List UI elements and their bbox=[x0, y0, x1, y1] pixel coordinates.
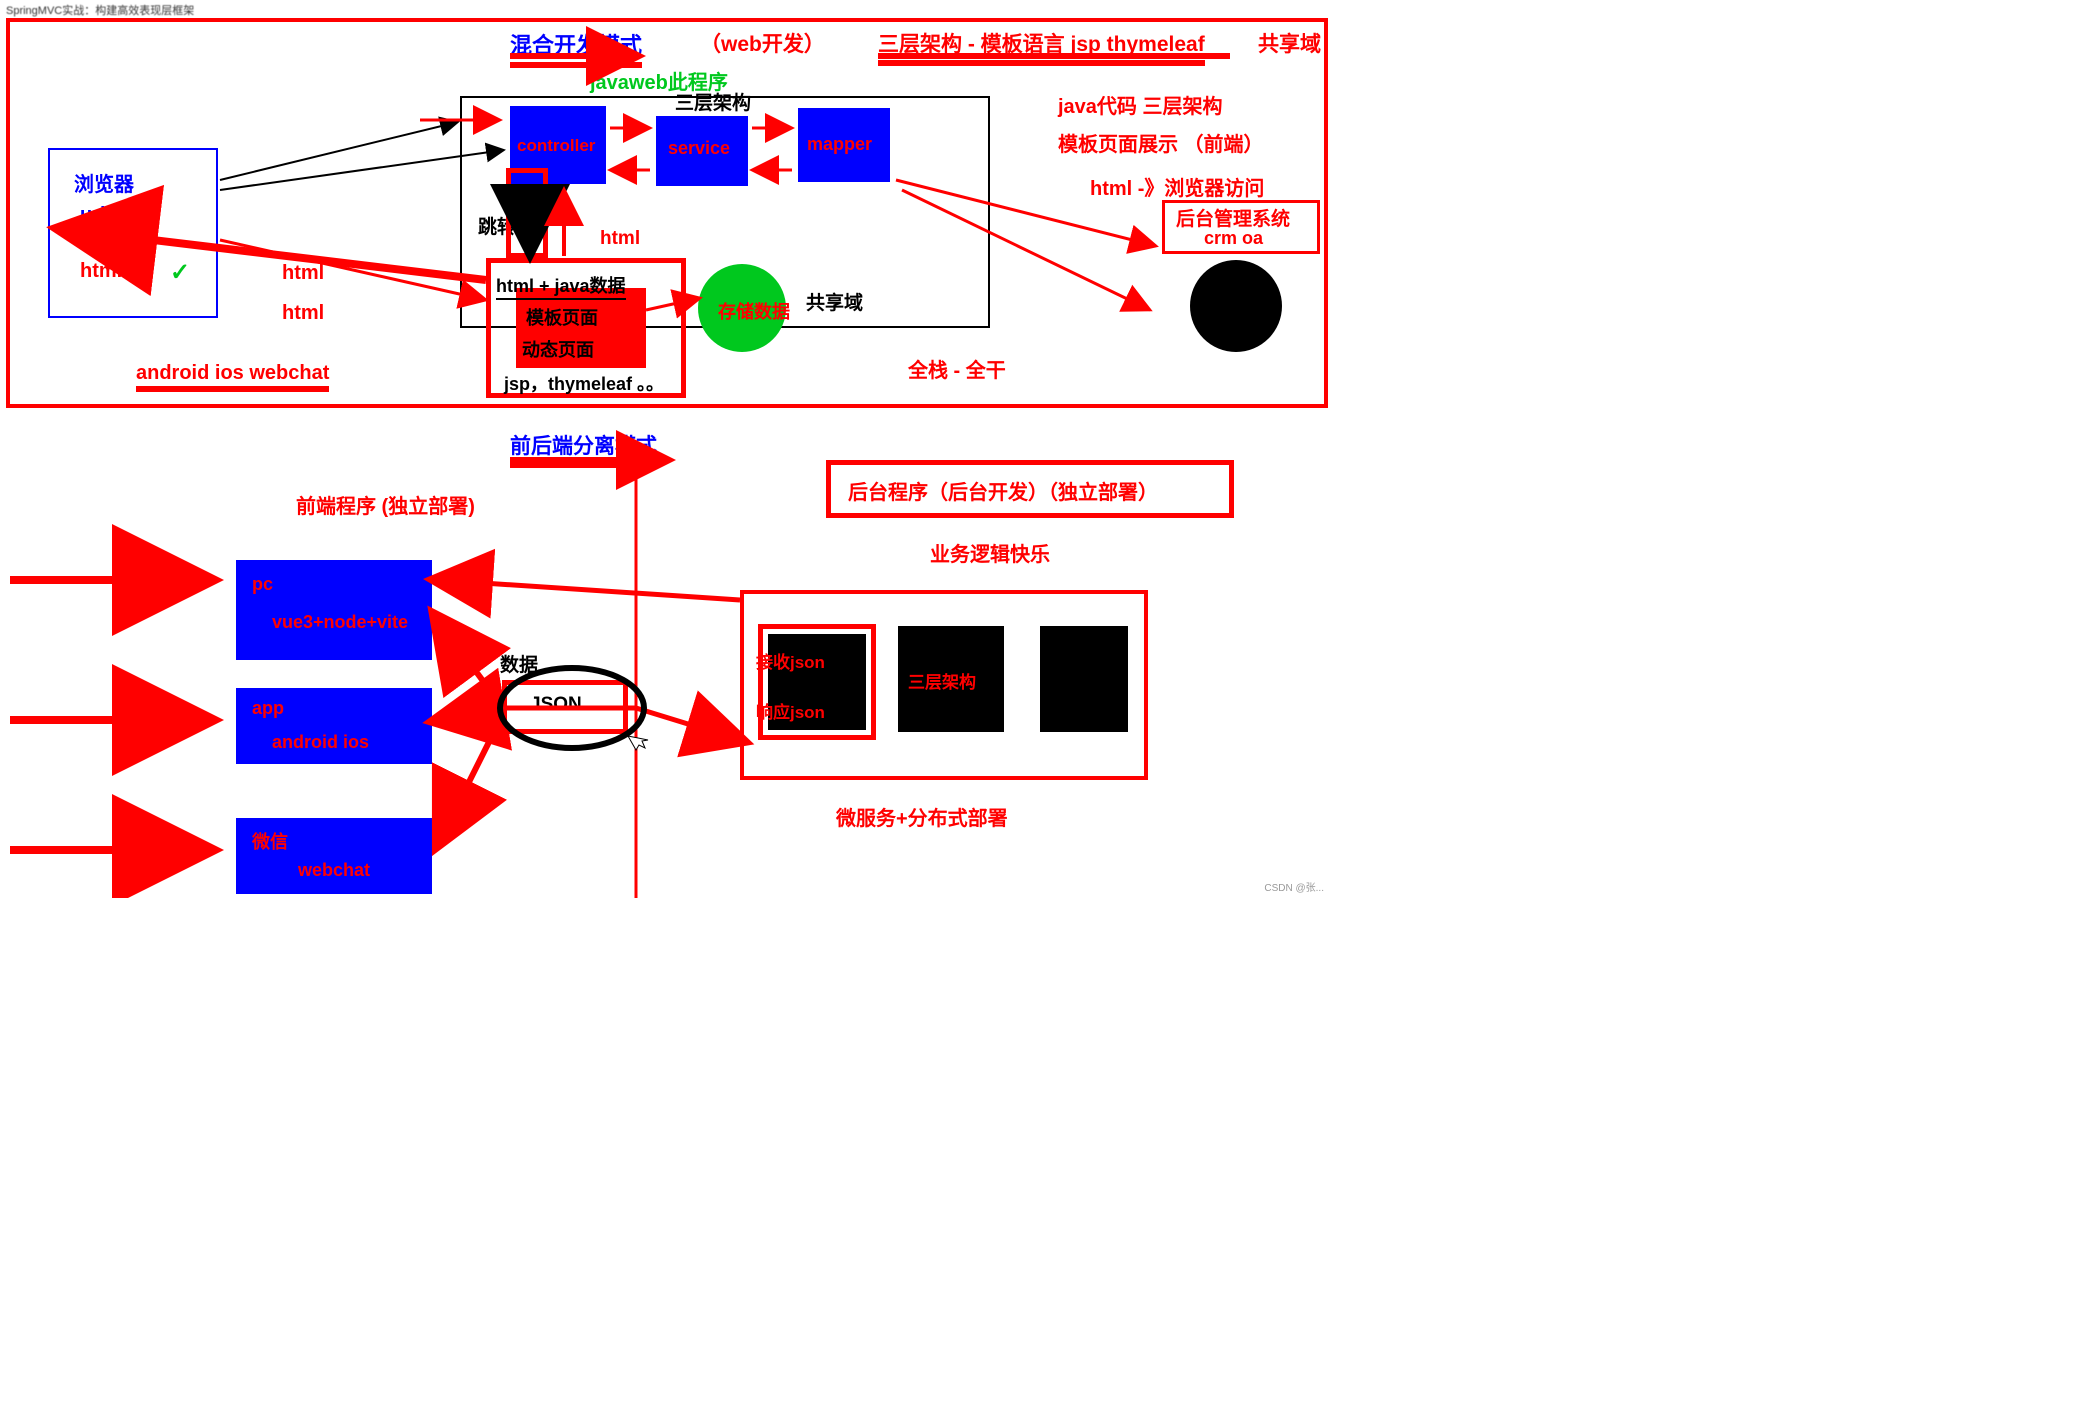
blank-box bbox=[1040, 626, 1128, 732]
store-label: 存储数据 bbox=[718, 298, 790, 324]
html-label-2: html bbox=[282, 302, 324, 325]
share-domain-header: 共享域 bbox=[1258, 28, 1321, 58]
biz-logic-label: 业务逻辑快乐 bbox=[930, 538, 1050, 567]
micro-label: 微服务+分布式部署 bbox=[836, 802, 1008, 831]
wechat-t2: webchat bbox=[298, 860, 370, 881]
recv-label: 接收json bbox=[756, 648, 825, 673]
android-ios-label: android ios webchat bbox=[136, 362, 329, 392]
frontend-title: 前端程序 (独立部署) bbox=[296, 490, 475, 519]
app-t1: app bbox=[252, 698, 284, 719]
separation-mode-title: 前后端分离模式 bbox=[510, 430, 657, 468]
tpl-page-label: 模板页面 bbox=[526, 304, 598, 330]
wechat-t1: 微信 bbox=[252, 828, 288, 854]
service-label: service bbox=[668, 138, 730, 159]
hybrid-mode-title: 混合开发模式 bbox=[510, 28, 642, 68]
arch-tpl-label: 三层架构 - 模板语言 jsp thymeleaf bbox=[878, 28, 1205, 66]
data-label: 数据 bbox=[500, 650, 538, 677]
backend-sys-label: 后台管理系统 bbox=[1176, 204, 1290, 231]
browser-html: html bbox=[80, 260, 122, 283]
fullstack-label: 全栈 - 全干 bbox=[908, 354, 1006, 383]
backend-title: 后台程序（后台开发）（独立部署） bbox=[848, 476, 1158, 505]
pc-t2: vue3+node+vite bbox=[272, 612, 408, 633]
crm-oa-label: crm oa bbox=[1204, 228, 1263, 249]
pc-t1: pc bbox=[252, 574, 273, 595]
html-mid-label: html bbox=[600, 228, 640, 250]
json-label: JSON bbox=[530, 694, 582, 716]
java-code-label: java代码 三层架构 bbox=[1058, 90, 1222, 119]
resp-label: 响应json bbox=[756, 698, 825, 723]
watermark: CSDN @张... bbox=[1264, 879, 1324, 894]
html-browser-label: html -》浏览器访问 bbox=[1090, 172, 1264, 201]
html-label-1: html bbox=[282, 262, 324, 285]
browser-title: 浏览器 bbox=[74, 168, 134, 197]
checkmark-icon: ✓ bbox=[170, 258, 190, 287]
share-label: 共享域 bbox=[806, 288, 863, 315]
black-circle bbox=[1190, 260, 1282, 352]
dyn-page-label: 动态页面 bbox=[522, 336, 594, 362]
browser-url: url bbox=[80, 204, 106, 227]
web-dev-label: （web开发） bbox=[700, 28, 825, 58]
html-java-label: html + java数据 bbox=[496, 272, 626, 300]
doc-title-fragment: SpringMVC实战：构建高效表现层框架 bbox=[6, 2, 194, 18]
mapper-label: mapper bbox=[807, 134, 872, 155]
jsp-thy-label: jsp，thymeleaf 。。 bbox=[504, 370, 664, 396]
controller-label: controller bbox=[517, 136, 595, 156]
arch-label: 三层架构 bbox=[908, 668, 976, 693]
tpl-show-label: 模板页面展示 （前端） bbox=[1058, 128, 1264, 157]
app-t2: android ios bbox=[272, 732, 369, 753]
controller-inner-red bbox=[506, 168, 548, 258]
